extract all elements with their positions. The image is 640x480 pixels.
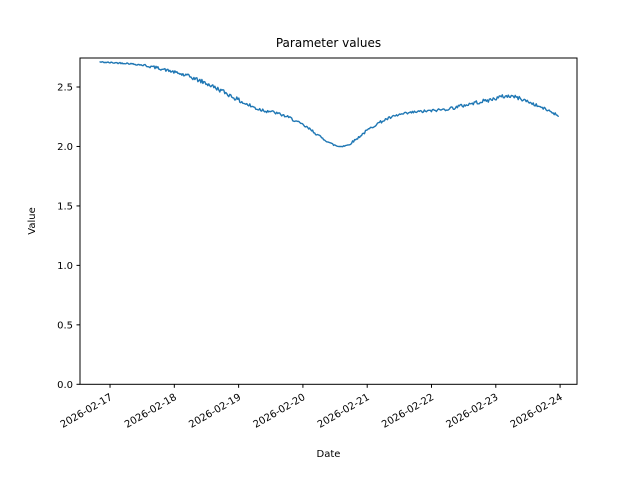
x-tick-label: 2026-02-21 [316,392,372,431]
y-axis-label: Value [27,207,38,235]
y-tick-label: 2.0 [57,142,73,153]
axes-spines [79,57,578,385]
x-tick-label: 2026-02-24 [509,392,565,431]
chart-title: Parameter values [275,36,382,50]
y-tick-label: 0.0 [57,380,73,391]
x-tick-label: 2026-02-17 [59,392,115,431]
x-axis-label: Date [316,449,341,460]
y-tick-label: 1.5 [57,201,73,212]
y-tick-label: 0.5 [57,320,73,331]
x-tick-label: 2026-02-20 [252,392,308,431]
y-tick-label: 2.5 [57,83,73,94]
x-tick-label: 2026-02-18 [123,392,179,431]
x-tick-label: 2026-02-22 [380,392,436,431]
x-tick-label: 2026-02-23 [444,392,500,431]
x-tick-label: 2026-02-19 [187,392,243,431]
data-series-line [99,61,559,148]
y-tick-label: 1.0 [57,261,73,272]
